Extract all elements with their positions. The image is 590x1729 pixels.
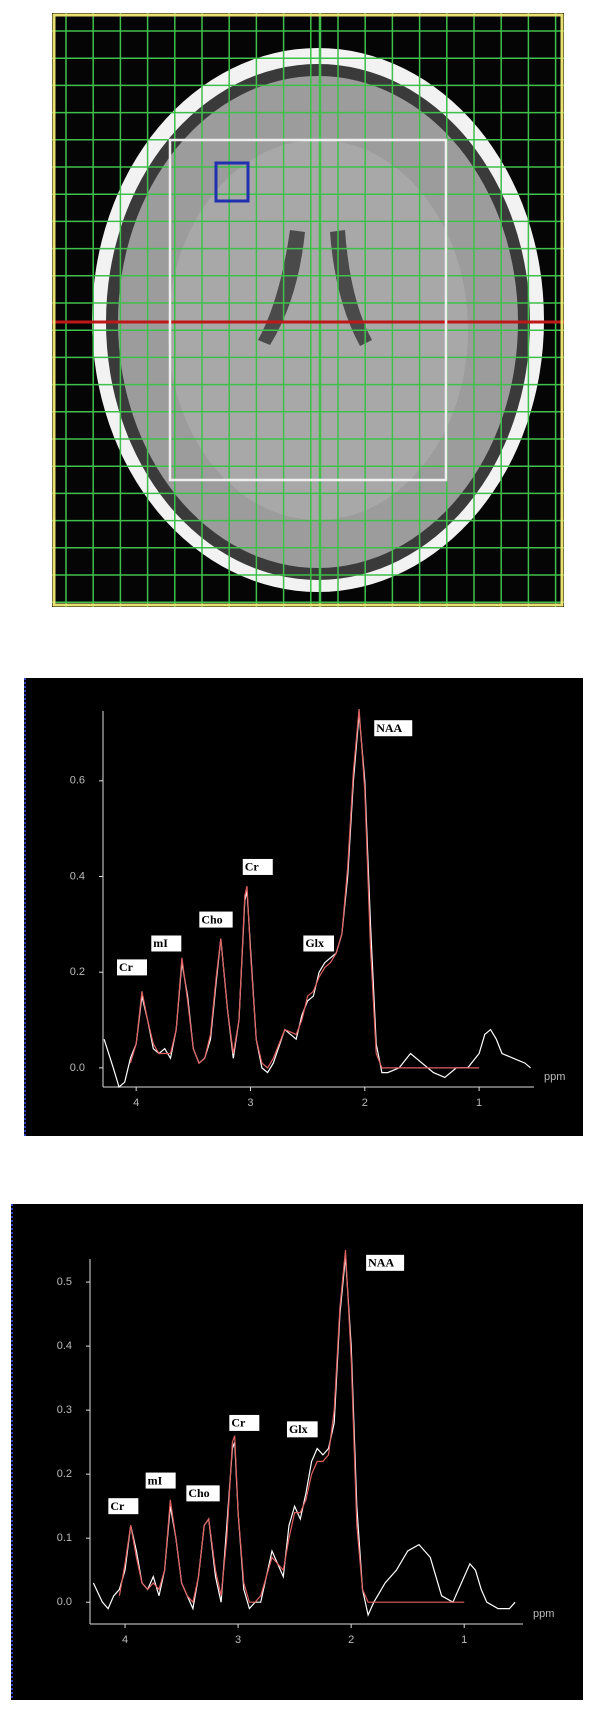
peak-label-text: mI [148,1473,163,1487]
chart-background [11,1204,583,1700]
peak-label-text: Cho [201,912,222,926]
spectrum-chart: 0.0 0.2 0.4 0.6 4 3 2 1 ppm Cr mI Cho Cr Glx NAA [24,678,583,1136]
x-tick-label: 2 [348,1634,354,1646]
y-tick-label: 0.2 [57,1468,72,1480]
spectrum-line [118,1249,465,1604]
peak-label-text: Cho [188,1486,209,1500]
peak-label-text: Glx [305,936,324,950]
voxel-grid [52,13,564,607]
peak-label: Glx [286,1421,318,1438]
peak-label: NAA [374,720,413,737]
voi-box [168,138,448,482]
x-tick-label: 2 [362,1097,368,1109]
peak-label: Cr [229,1414,260,1431]
peak-label-text: mI [153,936,168,950]
y-tick-label: 0.6 [70,775,85,787]
peak-label-box [229,1414,260,1431]
y-tick-label: 0.2 [70,966,85,978]
peak-label-text: Glx [289,1422,308,1436]
peak-label: Cho [199,911,233,928]
peak-label-box [108,1498,139,1515]
peak-label: mI [151,935,182,952]
peak-label-box [242,858,273,875]
peak-label-text: NAA [368,1256,394,1270]
ventricles [258,230,372,346]
x-axis-label: ppm [533,1608,554,1620]
peak-label: Cho [186,1485,220,1502]
x-tick-label: 4 [122,1634,128,1646]
peak-label-box [303,935,335,952]
peak-label-text: Cr [110,1499,125,1513]
spectrum-line [129,709,480,1069]
peak-label: Cr [117,959,148,976]
x-tick-label: 1 [476,1097,482,1109]
peak-label-box [186,1485,220,1502]
peak-label-box [117,959,148,976]
peak-label: Cr [108,1498,139,1515]
y-tick-label: 0.3 [57,1404,72,1416]
x-axis-label: ppm [544,1071,565,1083]
peak-label: Glx [303,935,335,952]
peak-label-text: Cr [245,860,260,874]
selected-voxel [214,161,250,203]
peak-label-text: NAA [376,721,402,735]
peak-label-box [151,935,182,952]
y-tick-label: 0.1 [57,1532,72,1544]
x-tick-label: 1 [461,1634,467,1646]
y-tick-label: 0.0 [57,1596,72,1608]
y-tick-label: 0.5 [57,1276,72,1288]
peak-label-box [199,911,233,928]
peak-label-box [374,720,413,737]
chart-background [24,678,583,1136]
x-tick-label: 4 [133,1097,139,1109]
y-tick-label: 0.4 [70,870,85,882]
x-tick-label: 3 [235,1634,241,1646]
spectrum-chart: 0.0 0.1 0.2 0.3 0.4 0.5 4 3 2 1 ppm Cr mI Cho Cr Glx NAA [11,1204,583,1700]
peak-label: NAA [366,1254,405,1271]
x-tick-label: 3 [247,1097,253,1109]
peak-label: mI [145,1472,176,1489]
peak-label-box [286,1421,318,1438]
y-tick-label: 0.4 [57,1340,72,1352]
y-tick-label: 0.0 [70,1062,85,1074]
peak-label-text: Cr [119,960,134,974]
peak-label-box [145,1472,176,1489]
peak-label-text: Cr [231,1416,246,1430]
peak-label-box [366,1254,405,1271]
peak-label: Cr [242,858,273,875]
fov-border [52,13,564,607]
mri-panel [52,13,564,607]
